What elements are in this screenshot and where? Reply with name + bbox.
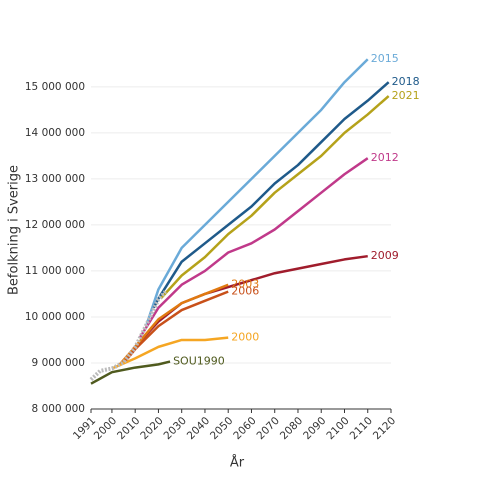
series-line: [152, 81, 390, 309]
series-line: [159, 95, 390, 300]
series-label: 2015: [371, 52, 399, 65]
x-tick-label: 2120: [371, 415, 398, 442]
y-tick-label: 10 000 000: [25, 311, 85, 323]
x-tick-label: 2110: [348, 415, 375, 442]
y-tick-label: 11 000 000: [25, 265, 85, 277]
x-tick-label: 2080: [278, 415, 305, 442]
series-label: 2006: [231, 285, 259, 298]
series-label: 2009: [371, 249, 399, 262]
series-label: 2000: [231, 331, 259, 344]
y-tick-label: 12 000 000: [25, 219, 85, 231]
series-label: SOU1990: [173, 355, 225, 368]
series-line: [90, 360, 171, 385]
series-line: [138, 157, 369, 339]
series-line: [124, 290, 229, 362]
y-axis-title: Befolkning i Sverige: [7, 165, 22, 295]
series-label: 2012: [371, 151, 399, 164]
x-tick-label: 1991: [71, 415, 98, 442]
y-tick-label: 13 000 000: [25, 173, 85, 185]
series-label: 2003: [231, 278, 259, 291]
x-tick-label: 2000: [92, 415, 119, 442]
series-line: [111, 336, 229, 370]
x-tick-label: 2030: [162, 415, 189, 442]
y-tick-label: 15 000 000: [25, 81, 85, 93]
y-tick-label: 8 000 000: [32, 403, 85, 415]
x-tick-label: 2070: [255, 415, 282, 442]
x-tick-label: 2040: [185, 415, 212, 442]
series-label: 2021: [392, 89, 420, 102]
x-tick-label: 2050: [208, 415, 235, 442]
x-tick-label: 2010: [115, 415, 142, 442]
y-tick-label: 9 000 000: [32, 357, 85, 369]
x-tick-label: 2020: [138, 415, 165, 442]
series-line: [89, 290, 167, 382]
series-line: [145, 58, 369, 325]
series-label: 2018: [392, 75, 420, 88]
x-tick-label: 2090: [301, 415, 328, 442]
x-tick-label: 2100: [324, 415, 351, 442]
y-tick-label: 14 000 000: [25, 127, 85, 139]
x-axis-title: År: [230, 455, 245, 471]
x-tick-label: 2060: [231, 415, 258, 442]
